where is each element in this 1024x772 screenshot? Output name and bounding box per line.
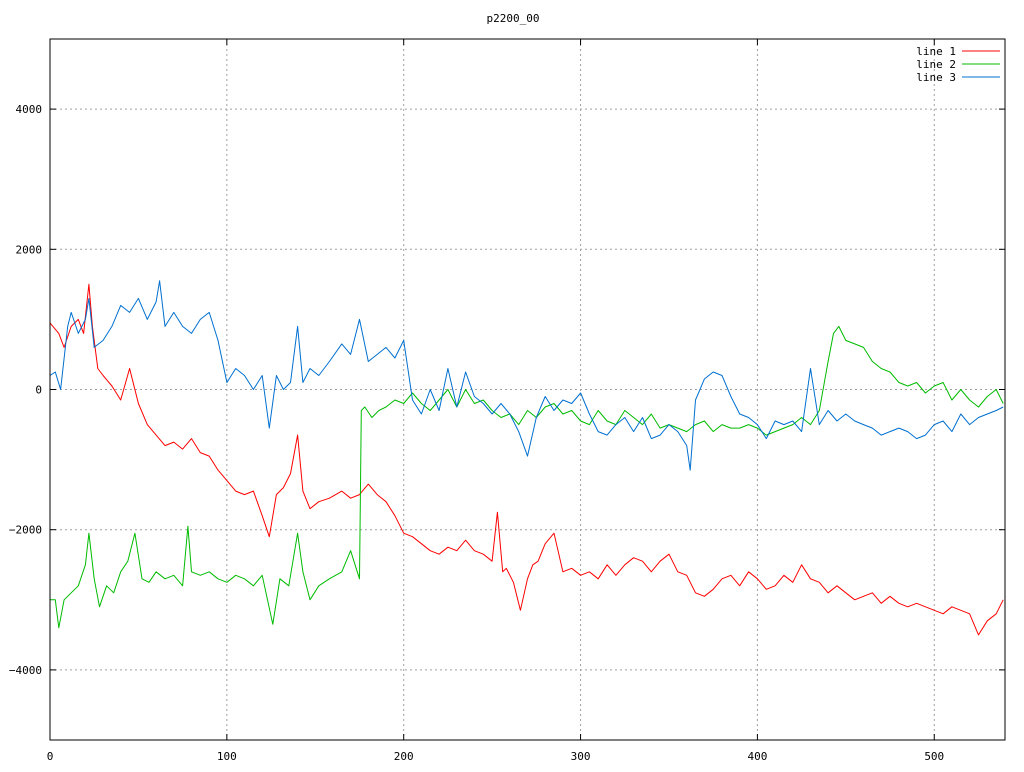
x-tick-label: 500 bbox=[924, 750, 944, 763]
y-tick-label: −2000 bbox=[9, 524, 42, 537]
x-tick-label: 400 bbox=[747, 750, 767, 763]
legend-label-3: line 3 bbox=[916, 71, 956, 84]
axis-ticks: 0 100 200 300 400 500 −4000 −2000 0 2000 4000 bbox=[9, 39, 1005, 763]
series-line-2 bbox=[50, 325, 1004, 629]
legend-label-2: line 2 bbox=[916, 58, 956, 71]
series-line-3 bbox=[49, 280, 1004, 471]
x-tick-label: 200 bbox=[394, 750, 414, 763]
x-tick-label: 0 bbox=[47, 750, 54, 763]
legend-label-1: line 1 bbox=[916, 45, 956, 58]
y-tick-label: 4000 bbox=[16, 103, 43, 116]
chart-title: p2200_00 bbox=[487, 12, 540, 25]
x-tick-label: 100 bbox=[217, 750, 237, 763]
series-group bbox=[49, 280, 1004, 636]
x-tick-label: 300 bbox=[571, 750, 591, 763]
y-tick-label: 0 bbox=[35, 384, 42, 397]
grid bbox=[50, 39, 1005, 740]
y-tick-label: 2000 bbox=[16, 243, 43, 256]
series-line-1 bbox=[49, 283, 1004, 636]
plot-frame bbox=[49, 38, 1006, 741]
y-tick-label: −4000 bbox=[9, 664, 42, 677]
